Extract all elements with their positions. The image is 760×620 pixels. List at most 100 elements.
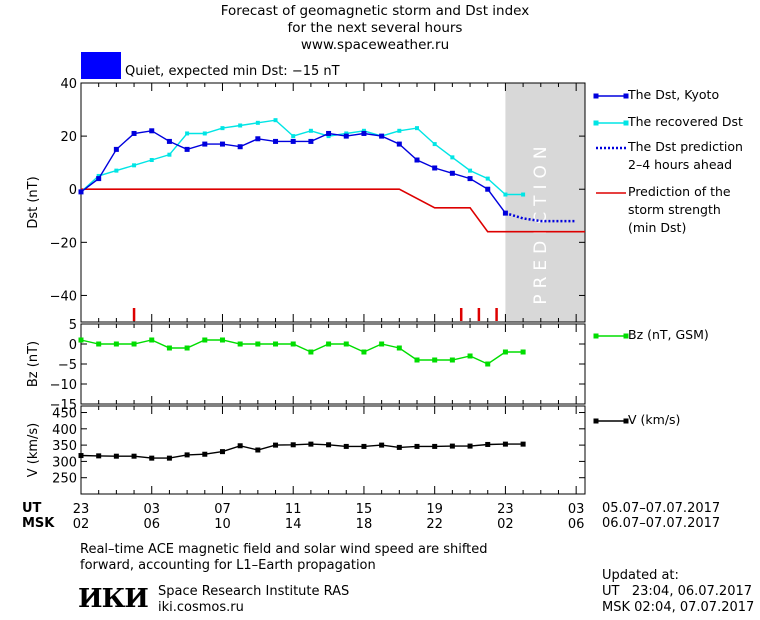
- ut-tick-label: 23: [497, 502, 514, 517]
- bz-point: [290, 341, 296, 347]
- ut-tick-label: 23: [73, 502, 90, 517]
- recovered-dst-point: [361, 128, 366, 133]
- legend-v: V (km/s): [628, 412, 681, 427]
- recovered-dst-point: [521, 192, 526, 197]
- dst-kyoto-point: [396, 141, 402, 147]
- legend-sample-recovered-dst-marker: [593, 120, 599, 126]
- bz-point: [202, 337, 208, 343]
- chart-title-url[interactable]: www.spaceweather.ru: [300, 37, 450, 53]
- bz-point: [361, 349, 367, 355]
- recovered-dst-point: [432, 142, 437, 147]
- panel-frame-v: [80, 405, 586, 495]
- v-point: [166, 455, 172, 461]
- v-point: [502, 441, 508, 447]
- recovered-dst-point: [450, 155, 455, 160]
- recovered-dst-point: [238, 123, 243, 128]
- bz-point: [396, 345, 402, 351]
- recovered-dst-point: [326, 134, 331, 139]
- legend-bz: Bz (nT, GSM): [628, 327, 709, 342]
- bz-point: [149, 337, 155, 343]
- recovered-dst-point: [468, 168, 473, 173]
- updated-label: Updated at:: [602, 568, 679, 583]
- bz-point: [308, 349, 314, 355]
- v-point: [414, 443, 420, 449]
- prediction-band: [505, 83, 585, 322]
- y-tick-label-bz: −10: [50, 378, 77, 393]
- recovered-dst-point: [397, 128, 402, 133]
- legend-sample-v-marker: [623, 418, 629, 424]
- updated-msk: MSK 02:04, 07.07.2017: [602, 600, 755, 615]
- bz-point: [502, 349, 508, 355]
- y-tick-label-dst: −40: [50, 289, 77, 304]
- series-v-line: [80, 443, 524, 459]
- legend-sample-dst-kyoto-marker: [593, 93, 599, 99]
- institute-name: Space Research Institute RAS: [158, 584, 350, 599]
- legend-dst-prediction-l2: 2–4 hours ahead: [628, 157, 733, 172]
- v-point: [520, 441, 526, 447]
- recovered-dst-point: [220, 126, 225, 131]
- institute-site-link[interactable]: iki.cosmos.ru: [158, 600, 244, 615]
- msk-tick-label: 14: [285, 517, 302, 532]
- msk-date-range: 06.07–07.07.2017: [602, 516, 721, 531]
- dst-kyoto-point: [219, 141, 225, 147]
- y-tick-label-dst: 0: [69, 183, 77, 198]
- dst-kyoto-point: [149, 128, 155, 134]
- footnote-line1: Real–time ACE magnetic field and solar w…: [80, 542, 488, 557]
- legend-sample-v-marker: [593, 418, 599, 424]
- v-point: [467, 443, 473, 449]
- legend-dst-prediction-l1: The Dst prediction: [628, 139, 743, 154]
- dst-kyoto-point: [202, 141, 208, 147]
- recovered-dst-point: [485, 176, 490, 181]
- v-point: [273, 442, 279, 448]
- msk-tick-label: 02: [497, 517, 514, 532]
- v-point: [131, 453, 137, 459]
- v-point: [485, 441, 491, 447]
- v-point: [326, 442, 332, 448]
- recovered-dst-point: [202, 131, 207, 136]
- v-point: [113, 453, 119, 459]
- y-tick-label-bz: 0: [69, 338, 77, 353]
- dst-kyoto-point: [184, 146, 190, 152]
- dst-kyoto-point: [432, 165, 438, 171]
- y-axis-label-v: V (km/s): [26, 423, 41, 478]
- status-text: Quiet, expected min Dst: −15 nT: [125, 64, 340, 79]
- bz-point: [237, 341, 243, 347]
- y-tick-label-v: 250: [52, 472, 77, 487]
- ut-axis-label: UT: [22, 501, 42, 516]
- dst-kyoto-point: [379, 133, 385, 139]
- v-point: [343, 443, 349, 449]
- recovered-dst-point: [185, 131, 190, 136]
- dst-kyoto-point: [343, 133, 349, 139]
- bz-point: [219, 337, 225, 343]
- dst-kyoto-point: [502, 210, 508, 216]
- v-point: [96, 453, 102, 459]
- dst-kyoto-point: [166, 138, 172, 144]
- recovered-dst-point: [308, 128, 313, 133]
- v-point: [396, 444, 402, 450]
- y-tick-label-v: 450: [52, 407, 77, 422]
- ut-tick-label: 03: [568, 502, 585, 517]
- bz-point: [113, 341, 119, 347]
- recovered-dst-point: [149, 158, 154, 163]
- dst-kyoto-point: [78, 189, 84, 195]
- recovered-dst-point: [96, 173, 101, 178]
- legend-sample-dst-kyoto-marker: [623, 93, 629, 99]
- dst-kyoto-point: [361, 130, 367, 136]
- iki-logo: ИКИ: [78, 584, 149, 614]
- v-point: [237, 443, 243, 449]
- bz-point: [432, 357, 438, 363]
- dst-kyoto-point: [326, 130, 332, 136]
- dst-kyoto-point: [273, 138, 279, 144]
- y-tick-label-v: 350: [52, 439, 77, 454]
- v-point: [308, 441, 314, 447]
- msk-tick-label: 10: [214, 517, 231, 532]
- v-point: [78, 453, 84, 459]
- legend-recovered-dst: The recovered Dst: [628, 114, 743, 129]
- recovered-dst-point: [344, 131, 349, 136]
- y-tick-label-bz: −5: [58, 358, 77, 373]
- series-dst-prediction-line: [505, 211, 577, 223]
- ut-tick-label: 03: [143, 502, 160, 517]
- msk-tick-label: 02: [73, 517, 90, 532]
- bz-point: [379, 341, 385, 347]
- y-tick-label-dst: −20: [50, 236, 77, 251]
